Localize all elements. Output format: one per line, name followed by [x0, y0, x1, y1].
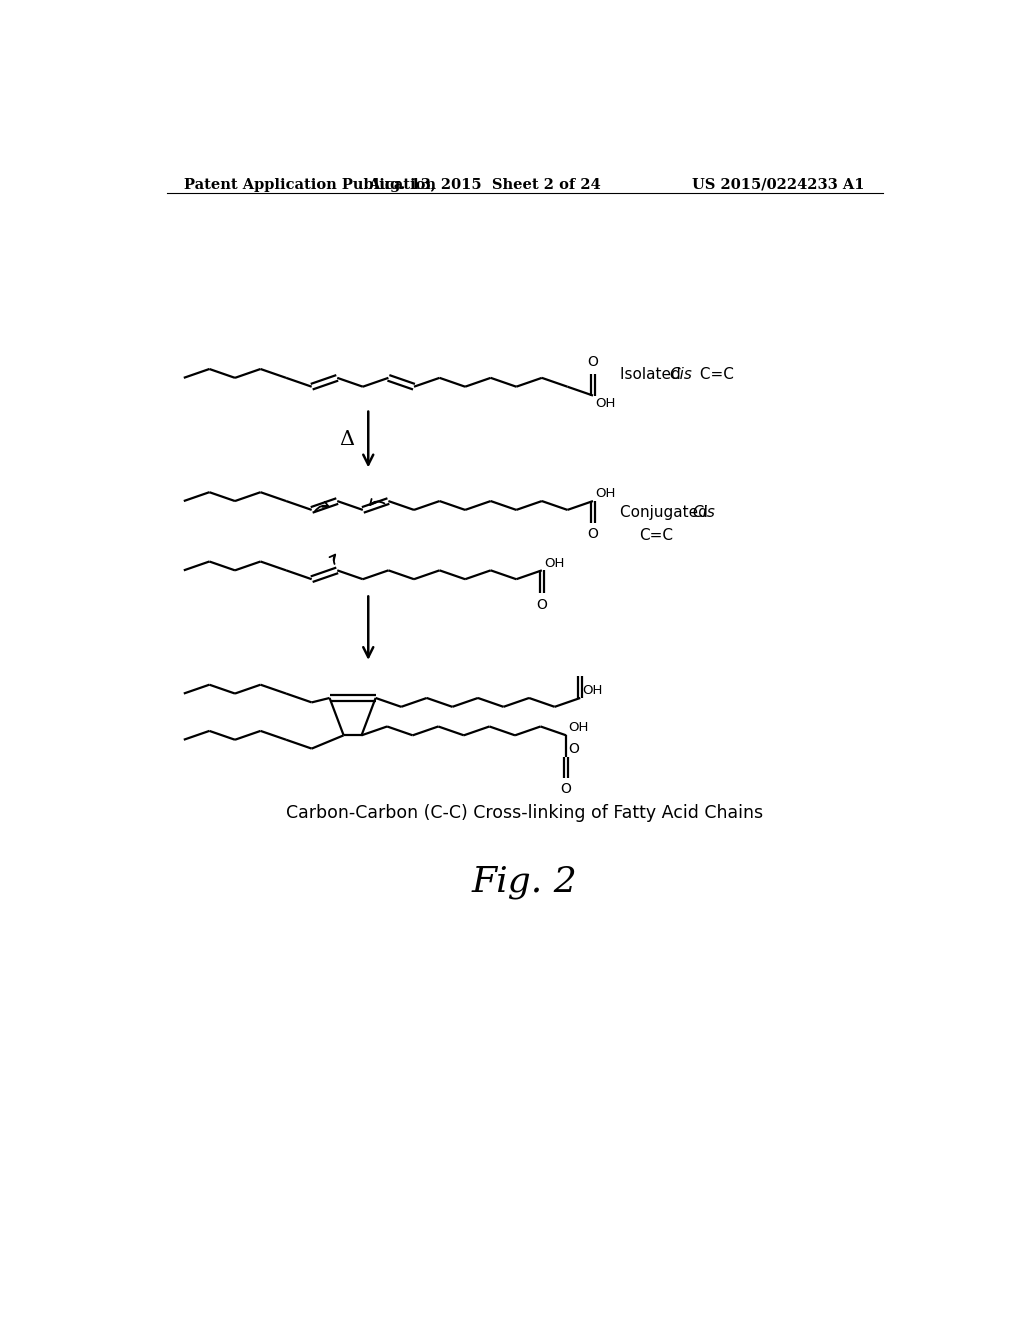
Text: O: O — [561, 783, 571, 796]
Text: Fig. 2: Fig. 2 — [472, 865, 578, 899]
Text: OH: OH — [568, 721, 589, 734]
Text: OH: OH — [595, 397, 615, 411]
Text: C=C: C=C — [640, 528, 674, 544]
Text: Cis: Cis — [692, 506, 715, 520]
Text: Cis: Cis — [669, 367, 692, 381]
Text: OH: OH — [595, 487, 615, 500]
Text: O: O — [588, 355, 598, 370]
Text: Patent Application Publication: Patent Application Publication — [183, 178, 436, 191]
Text: O: O — [537, 598, 547, 612]
Text: Δ: Δ — [339, 430, 354, 449]
Text: Carbon-Carbon (C-C) Cross-linking of Fatty Acid Chains: Carbon-Carbon (C-C) Cross-linking of Fat… — [287, 804, 763, 822]
Text: Conjugated: Conjugated — [621, 506, 713, 520]
Text: OH: OH — [544, 557, 564, 570]
Text: O: O — [568, 742, 580, 756]
Text: US 2015/0224233 A1: US 2015/0224233 A1 — [692, 178, 864, 191]
Text: OH: OH — [583, 684, 603, 697]
Text: O: O — [588, 527, 598, 541]
Text: C=C: C=C — [695, 367, 734, 381]
Text: Aug. 13, 2015  Sheet 2 of 24: Aug. 13, 2015 Sheet 2 of 24 — [368, 178, 601, 191]
Text: Isolated: Isolated — [621, 367, 686, 381]
